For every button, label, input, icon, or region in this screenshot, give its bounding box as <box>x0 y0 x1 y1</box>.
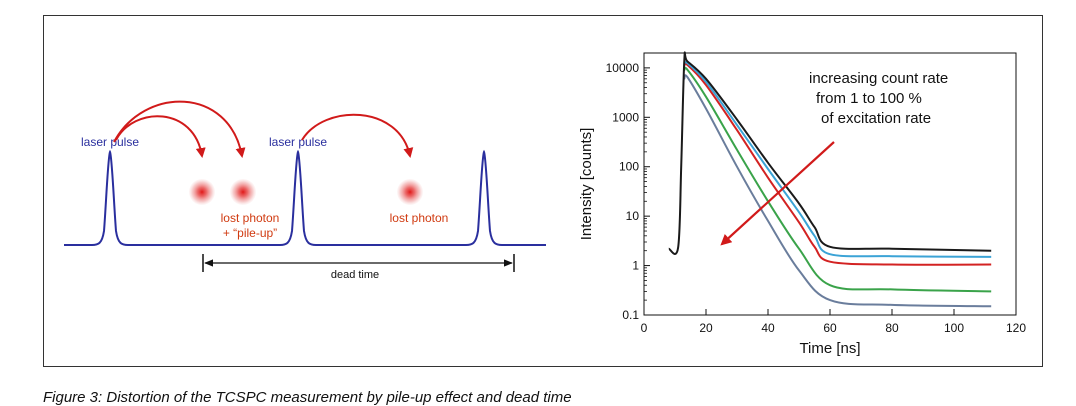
laser-pulse-label-2: laser pulse <box>269 135 327 149</box>
annotation-arrow <box>720 141 835 246</box>
decay-series-line <box>667 51 992 255</box>
decay-chart: 0.1 1 10 100 1000 10000 0 20 40 60 80 100 120 Time … <box>578 51 1026 357</box>
figure-caption: Figure 3: Distortion of the TCSPC measur… <box>43 389 572 406</box>
lost-photon-pile-up-label-line1: lost photon <box>221 211 280 225</box>
lost-photon-1 <box>189 179 215 205</box>
y-tick-label: 1 <box>632 259 639 273</box>
annotation-line-2: from 1 to 100 % <box>816 90 922 107</box>
lost-photon-2 <box>230 179 256 205</box>
x-tick-label: 80 <box>885 321 899 335</box>
dead-time-label: dead time <box>331 269 379 281</box>
annotation-line-1: increasing count rate <box>809 70 948 87</box>
decay-series-line <box>683 60 992 258</box>
y-tick-label: 10 <box>626 209 640 223</box>
lost-photon-3 <box>397 179 423 205</box>
x-axis-label: Time [ns] <box>799 340 860 357</box>
pile-up-arrow-short <box>115 115 206 158</box>
annotation-line-3: of excitation rate <box>821 110 931 127</box>
figure-canvas: laser pulse laser pulse lost photon + “p… <box>64 51 1026 357</box>
x-tick-label: 20 <box>699 321 713 335</box>
x-tick-label: 100 <box>944 321 964 335</box>
y-tick-label: 10000 <box>606 61 640 75</box>
x-tick-label: 0 <box>641 321 648 335</box>
y-tick-label: 0.1 <box>622 308 639 322</box>
y-axis: 0.1 1 10 100 1000 10000 <box>606 61 650 322</box>
y-axis-label: Intensity [counts] <box>578 128 595 241</box>
pile-up-diagram: laser pulse laser pulse lost photon + “p… <box>64 100 546 281</box>
x-axis: 0 20 40 60 80 100 120 <box>641 309 1026 335</box>
decay-series-line <box>683 74 992 308</box>
pulse-train-trace <box>64 149 546 246</box>
laser-pulse-label-1: laser pulse <box>81 135 139 149</box>
lost-photon-arrow <box>301 113 414 158</box>
x-tick-label: 120 <box>1006 321 1026 335</box>
figure-frame: laser pulse laser pulse lost photon + “p… <box>43 15 1043 367</box>
decay-series-line <box>683 62 992 266</box>
x-tick-label: 60 <box>823 321 837 335</box>
lost-photon-pile-up-label-line2: + “pile-up” <box>223 226 277 240</box>
pile-up-arrow-long <box>113 100 246 158</box>
lost-photon-label: lost photon <box>390 211 449 225</box>
x-tick-label: 40 <box>761 321 775 335</box>
y-tick-label: 100 <box>619 160 639 174</box>
y-tick-label: 1000 <box>612 110 639 124</box>
